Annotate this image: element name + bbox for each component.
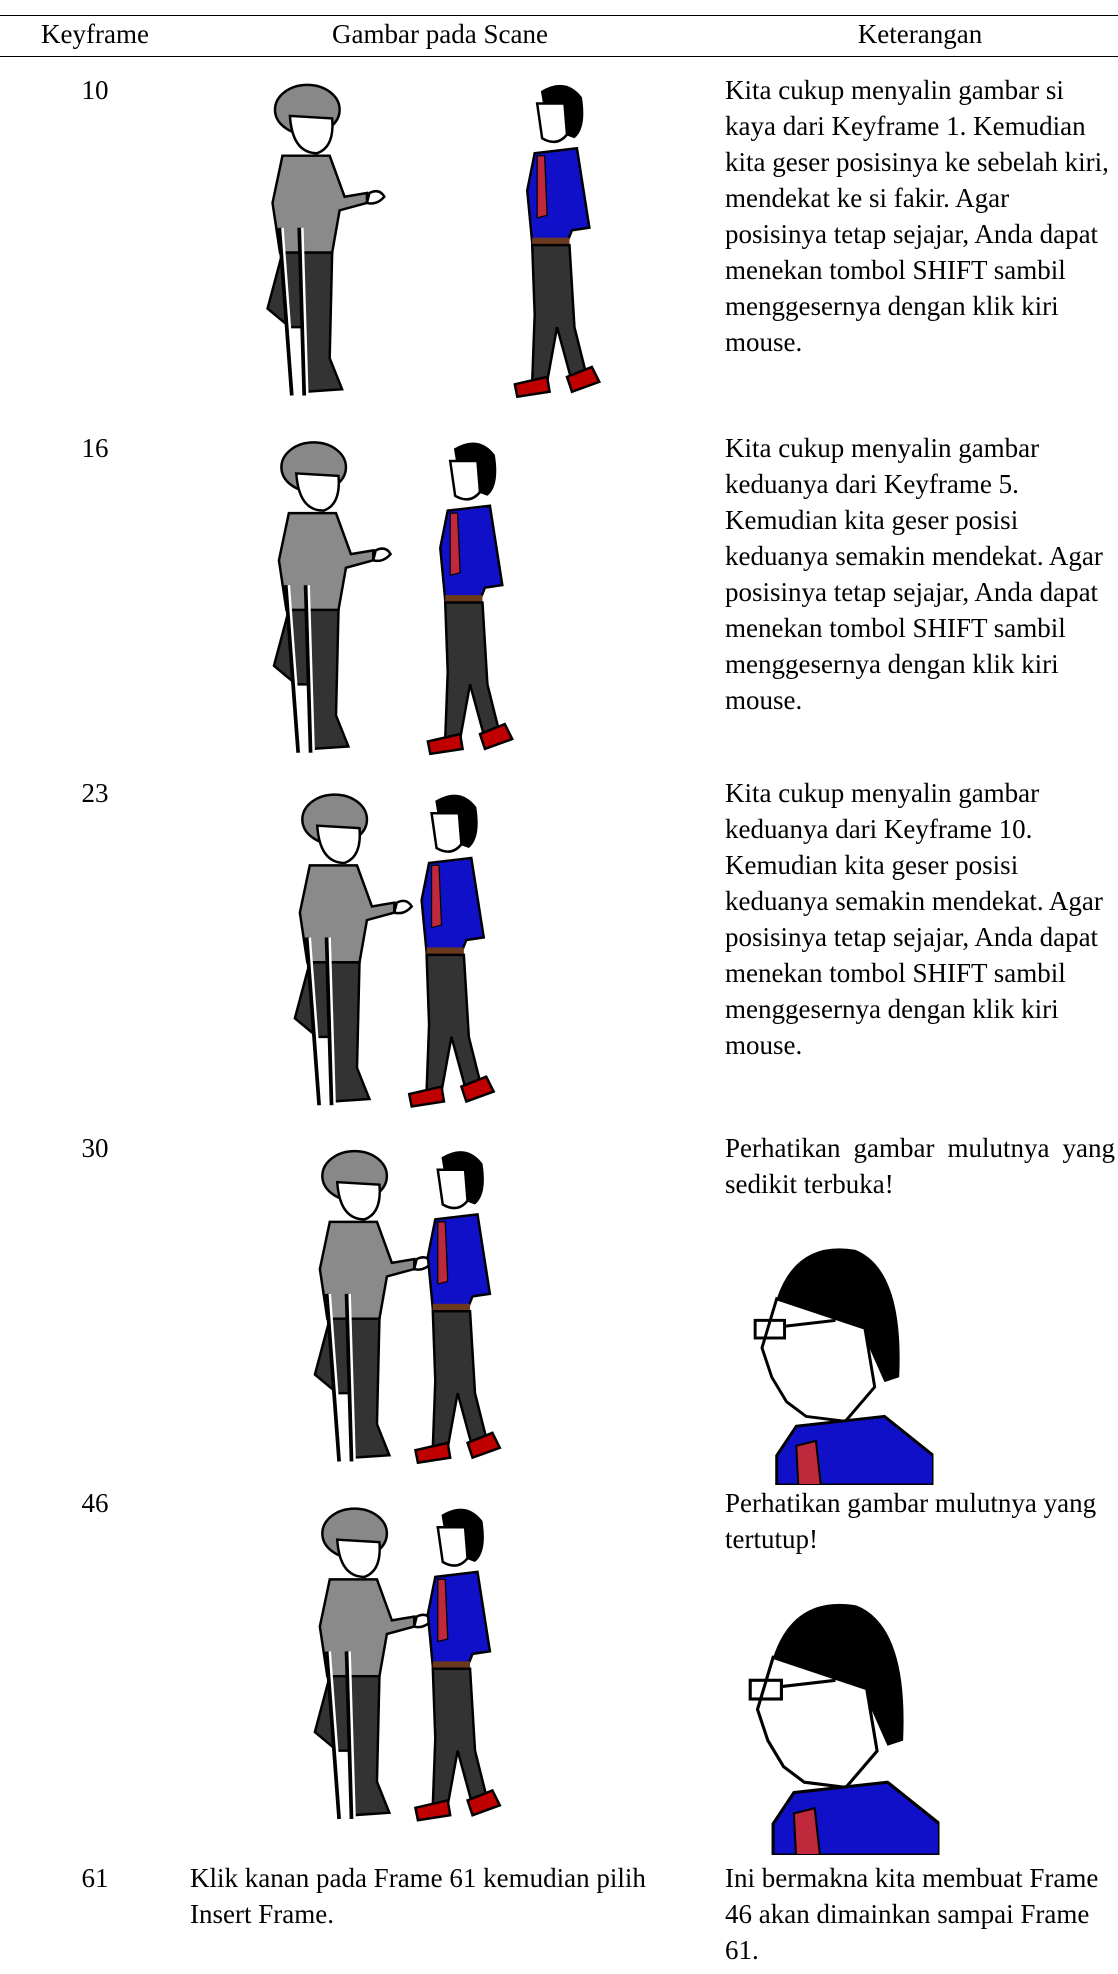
keyframe: 61 bbox=[81, 1863, 109, 1893]
scene-image bbox=[193, 1490, 502, 1850]
scene-image bbox=[193, 778, 495, 1108]
scene-image bbox=[193, 1135, 502, 1485]
header-cell: Keyframe bbox=[41, 19, 149, 49]
scene-text: Klik kanan pada Frame 61 kemudian pilih … bbox=[190, 1863, 646, 1929]
scene-image bbox=[193, 430, 514, 775]
keyframe: 30 bbox=[81, 1133, 109, 1163]
header-cell: Gambar pada Scane bbox=[332, 19, 548, 49]
closeup-image bbox=[748, 1602, 940, 1855]
description: Kita cukup menyalin gambar si kaya dari … bbox=[725, 75, 1109, 357]
description: Kita cukup menyalin gambar keduanya dari… bbox=[725, 778, 1103, 1060]
keyframe: 23 bbox=[81, 778, 109, 808]
closeup-image bbox=[753, 1246, 934, 1485]
description: Perhatikan gambar mulutnya yang sedikit … bbox=[725, 1133, 1115, 1199]
description: Kita cukup menyalin gambar keduanya dari… bbox=[725, 433, 1103, 715]
scene-image bbox=[193, 72, 601, 427]
keyframe: 46 bbox=[81, 1488, 109, 1518]
description: Ini bermakna kita membuat Frame 46 akan … bbox=[725, 1863, 1099, 1965]
keyframe: 10 bbox=[81, 75, 109, 105]
header-cell: Keterangan bbox=[857, 19, 983, 49]
description: Perhatikan gambar mulutnya yang tertutup… bbox=[725, 1488, 1097, 1554]
keyframe: 16 bbox=[81, 433, 109, 463]
header-rule bbox=[0, 56, 1118, 57]
top-rule bbox=[0, 15, 1118, 16]
